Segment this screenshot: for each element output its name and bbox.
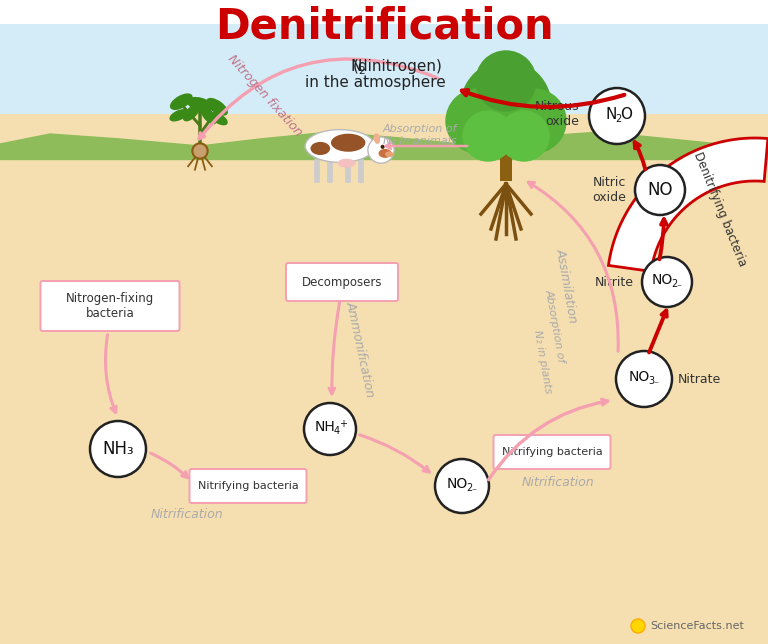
Text: 2: 2 bbox=[359, 66, 366, 76]
Ellipse shape bbox=[184, 105, 200, 120]
Text: Nitrogen fixation: Nitrogen fixation bbox=[225, 53, 305, 139]
Bar bbox=[0, 114, 768, 644]
Text: Assimilation: Assimilation bbox=[554, 248, 580, 325]
Polygon shape bbox=[0, 154, 768, 159]
Text: NO: NO bbox=[628, 370, 650, 384]
Circle shape bbox=[381, 145, 385, 149]
Text: N: N bbox=[350, 59, 362, 73]
Polygon shape bbox=[0, 132, 768, 159]
Text: Nitric
oxide: Nitric oxide bbox=[592, 176, 626, 204]
Circle shape bbox=[90, 421, 146, 477]
Text: N₂ in plants: N₂ in plants bbox=[532, 330, 554, 395]
Circle shape bbox=[642, 257, 692, 307]
Text: NH₃: NH₃ bbox=[102, 440, 134, 458]
Circle shape bbox=[446, 89, 510, 153]
Circle shape bbox=[461, 61, 551, 151]
Circle shape bbox=[502, 89, 566, 153]
Text: NO: NO bbox=[647, 181, 673, 199]
Text: 2: 2 bbox=[615, 114, 621, 124]
FancyBboxPatch shape bbox=[494, 435, 611, 469]
Text: Nitrogen-fixing
bacteria: Nitrogen-fixing bacteria bbox=[66, 292, 154, 320]
Text: 2: 2 bbox=[466, 483, 472, 493]
Text: Nitrate: Nitrate bbox=[678, 372, 721, 386]
Text: ⁻: ⁻ bbox=[677, 283, 681, 293]
Circle shape bbox=[499, 111, 549, 161]
Text: Absorption of: Absorption of bbox=[382, 124, 457, 134]
Circle shape bbox=[631, 619, 645, 633]
Text: NO: NO bbox=[446, 477, 468, 491]
FancyBboxPatch shape bbox=[286, 263, 398, 301]
Text: Denitrifying bacteria: Denitrifying bacteria bbox=[691, 150, 749, 268]
Text: Absorption of: Absorption of bbox=[544, 289, 566, 363]
Ellipse shape bbox=[310, 142, 330, 155]
Text: (dinitrogen): (dinitrogen) bbox=[353, 59, 443, 73]
Text: NH: NH bbox=[315, 420, 336, 434]
Text: NO: NO bbox=[651, 273, 673, 287]
Ellipse shape bbox=[187, 98, 213, 111]
Text: 2: 2 bbox=[671, 279, 677, 289]
Ellipse shape bbox=[305, 129, 375, 162]
Text: in the atmosphere: in the atmosphere bbox=[305, 75, 445, 90]
Text: Nitrous
oxide: Nitrous oxide bbox=[535, 100, 579, 128]
Circle shape bbox=[304, 403, 356, 455]
Text: ScienceFacts.net: ScienceFacts.net bbox=[650, 621, 744, 631]
Text: +: + bbox=[339, 419, 347, 429]
FancyBboxPatch shape bbox=[190, 469, 306, 503]
Text: N₂ in animals: N₂ in animals bbox=[383, 136, 457, 146]
Text: ⁻: ⁻ bbox=[654, 380, 659, 390]
Ellipse shape bbox=[338, 158, 356, 167]
Ellipse shape bbox=[170, 94, 192, 109]
Text: Ammonification: Ammonification bbox=[343, 299, 376, 398]
Ellipse shape bbox=[379, 149, 392, 158]
Text: ⁻: ⁻ bbox=[472, 487, 477, 497]
Text: O: O bbox=[620, 106, 632, 122]
Polygon shape bbox=[608, 138, 768, 271]
Ellipse shape bbox=[201, 107, 216, 124]
Circle shape bbox=[589, 88, 645, 144]
Text: Denitrification: Denitrification bbox=[215, 5, 553, 47]
Circle shape bbox=[635, 165, 685, 215]
Circle shape bbox=[192, 144, 207, 158]
Text: Nitrification: Nitrification bbox=[151, 507, 223, 520]
Text: Nitrification: Nitrification bbox=[521, 475, 594, 489]
Bar bbox=[0, 24, 768, 154]
Ellipse shape bbox=[385, 151, 393, 157]
Text: 3: 3 bbox=[648, 376, 654, 386]
Ellipse shape bbox=[373, 133, 380, 144]
Text: Nitrite: Nitrite bbox=[595, 276, 634, 289]
Circle shape bbox=[463, 111, 513, 161]
Bar bbox=[500, 126, 512, 181]
Text: Decomposers: Decomposers bbox=[302, 276, 382, 289]
Circle shape bbox=[616, 351, 672, 407]
Text: Nitrifying bacteria: Nitrifying bacteria bbox=[502, 447, 602, 457]
Ellipse shape bbox=[207, 99, 227, 115]
Text: N: N bbox=[605, 106, 617, 122]
Text: Nitrifying bacteria: Nitrifying bacteria bbox=[197, 481, 299, 491]
Ellipse shape bbox=[210, 113, 227, 125]
Ellipse shape bbox=[170, 109, 187, 121]
Circle shape bbox=[476, 51, 536, 111]
Text: 4: 4 bbox=[334, 426, 340, 436]
FancyBboxPatch shape bbox=[41, 281, 180, 331]
Circle shape bbox=[368, 137, 394, 163]
Circle shape bbox=[435, 459, 489, 513]
Ellipse shape bbox=[331, 134, 366, 152]
